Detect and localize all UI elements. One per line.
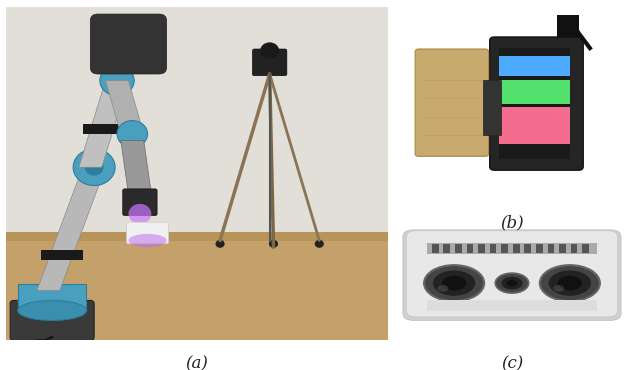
Circle shape — [558, 276, 582, 290]
Bar — [455, 244, 462, 253]
Circle shape — [73, 149, 115, 186]
Bar — [499, 80, 570, 104]
Ellipse shape — [18, 300, 86, 320]
Bar — [513, 244, 520, 253]
Bar — [18, 284, 86, 310]
Bar — [443, 244, 450, 253]
Bar — [559, 244, 566, 253]
Text: (a): (a) — [186, 355, 209, 370]
Bar — [6, 234, 388, 340]
FancyBboxPatch shape — [10, 300, 94, 340]
Bar — [583, 244, 589, 253]
Bar — [570, 244, 577, 253]
Circle shape — [442, 276, 466, 290]
Bar — [467, 244, 473, 253]
FancyBboxPatch shape — [90, 14, 167, 74]
Circle shape — [216, 240, 225, 248]
Polygon shape — [37, 167, 106, 290]
FancyBboxPatch shape — [123, 189, 157, 215]
Bar — [478, 244, 485, 253]
Circle shape — [553, 285, 564, 292]
Circle shape — [315, 240, 324, 248]
FancyBboxPatch shape — [403, 230, 621, 320]
Circle shape — [495, 273, 529, 293]
Bar — [556, 15, 579, 56]
Bar — [432, 244, 439, 253]
Bar — [499, 80, 570, 104]
Text: (c): (c) — [501, 355, 523, 370]
Bar — [483, 80, 501, 135]
Circle shape — [269, 240, 278, 248]
Polygon shape — [106, 81, 144, 134]
Bar — [548, 244, 555, 253]
FancyBboxPatch shape — [127, 222, 169, 244]
Bar — [6, 232, 388, 241]
Bar — [499, 56, 570, 76]
Bar — [525, 244, 531, 253]
FancyBboxPatch shape — [406, 231, 618, 317]
Circle shape — [501, 277, 523, 289]
FancyBboxPatch shape — [252, 49, 287, 76]
Bar — [490, 244, 497, 253]
FancyBboxPatch shape — [415, 49, 488, 156]
Circle shape — [117, 121, 148, 147]
Bar — [499, 107, 570, 144]
Circle shape — [549, 270, 591, 296]
Ellipse shape — [128, 234, 167, 247]
Bar — [427, 300, 597, 311]
Bar — [499, 107, 570, 144]
Text: (b): (b) — [500, 215, 524, 232]
Polygon shape — [83, 124, 121, 134]
Circle shape — [100, 66, 134, 96]
Bar — [499, 48, 570, 159]
Circle shape — [260, 42, 279, 59]
Bar — [6, 7, 388, 240]
Polygon shape — [121, 141, 151, 194]
FancyBboxPatch shape — [490, 37, 583, 170]
Circle shape — [540, 265, 600, 301]
Polygon shape — [79, 81, 128, 167]
Circle shape — [424, 265, 484, 301]
Polygon shape — [41, 250, 83, 260]
Circle shape — [433, 270, 475, 296]
Ellipse shape — [18, 290, 86, 310]
Bar — [501, 244, 508, 253]
Circle shape — [438, 285, 448, 292]
Circle shape — [85, 159, 104, 176]
Bar — [536, 244, 543, 253]
Circle shape — [128, 204, 151, 224]
Bar — [427, 243, 597, 254]
Circle shape — [506, 280, 518, 286]
Bar — [499, 56, 570, 76]
